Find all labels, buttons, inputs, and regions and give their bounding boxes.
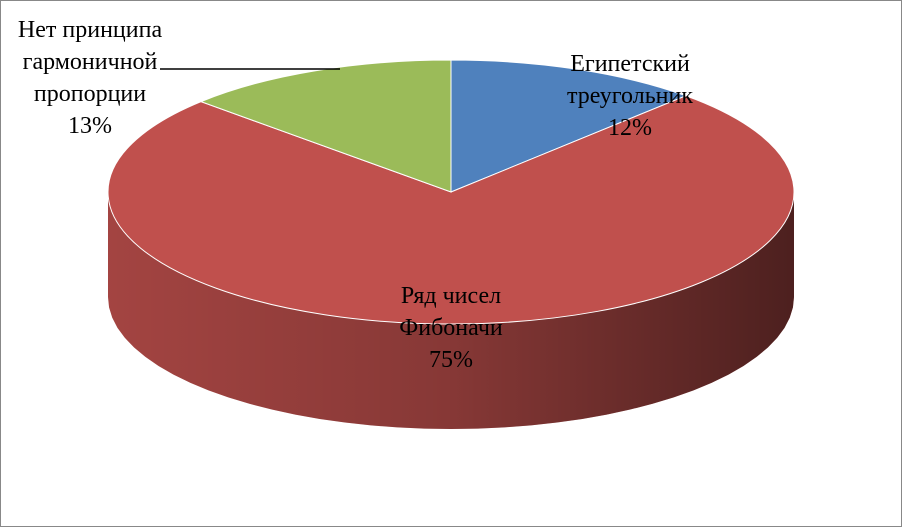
value-label: 75% (429, 347, 473, 373)
slice-side-shade (108, 192, 794, 429)
category-label: Ряд чисел Фибоначи (399, 283, 503, 341)
category-label: Египетский треугольник (566, 51, 694, 109)
slice (199, 59, 452, 193)
slice-label: Ряд чисел Фибоначи 75% (351, 280, 551, 376)
slice-label: Нет принципа гармоничной пропорции 13% (2, 14, 178, 142)
slice (107, 95, 795, 325)
value-label: 12% (608, 115, 652, 141)
slice (450, 59, 688, 193)
category-label: Нет принципа гармоничной пропорции (17, 17, 163, 107)
slice-label: Египетский треугольник 12% (530, 48, 730, 144)
value-label: 13% (68, 113, 112, 139)
